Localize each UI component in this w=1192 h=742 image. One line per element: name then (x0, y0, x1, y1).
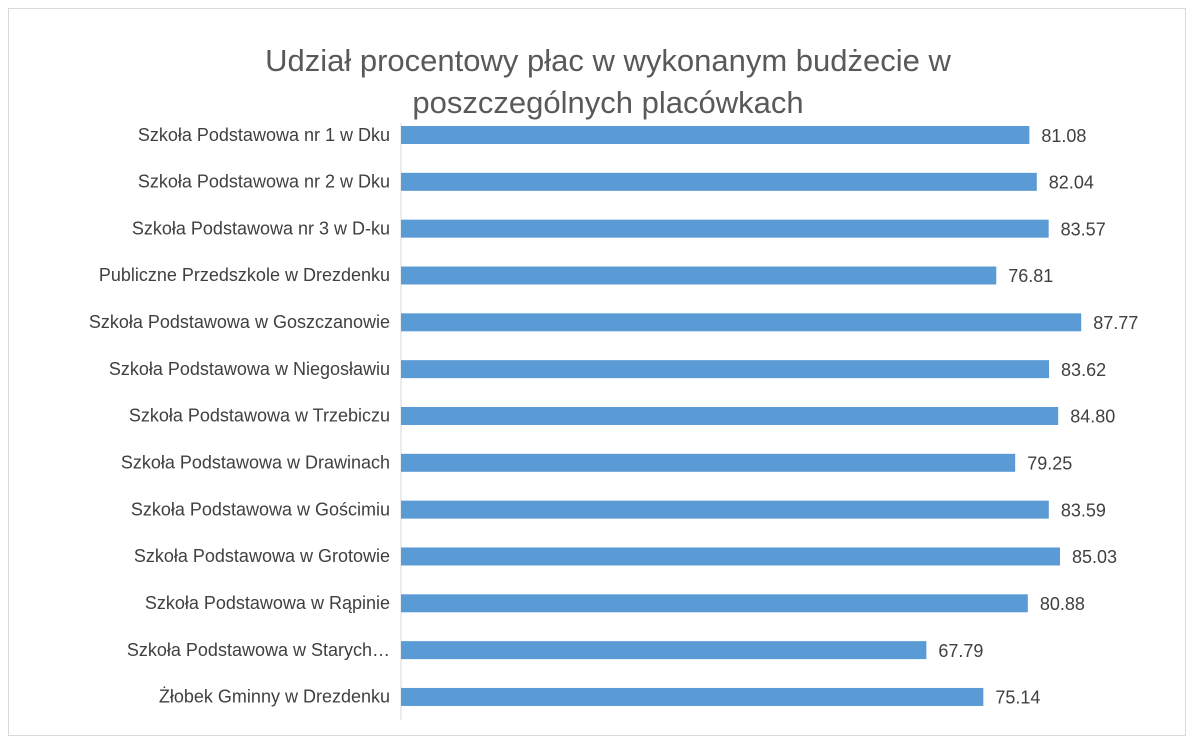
value-label: 87.77 (1093, 313, 1138, 333)
value-label: 83.57 (1061, 219, 1106, 239)
value-label: 79.25 (1027, 454, 1072, 474)
value-label: 83.62 (1061, 360, 1106, 380)
value-label: 85.03 (1072, 547, 1117, 567)
category-label: Szkoła Podstawowa w Goszczanowie (89, 312, 390, 332)
category-label: Szkoła Podstawowa w Trzebiczu (129, 406, 390, 426)
bar (401, 406, 1059, 425)
value-label: 83.59 (1061, 500, 1106, 520)
category-label: Szkoła Podstawowa nr 1 w Dku (138, 125, 390, 145)
bar (401, 594, 1028, 613)
category-label: Szkoła Podstawowa nr 2 w Dku (138, 172, 390, 192)
value-label: 84.80 (1070, 407, 1115, 427)
category-label: Żłobek Gminny w Drezdenku (159, 687, 390, 707)
value-label: 67.79 (938, 641, 983, 661)
category-label: Szkoła Podstawowa w Starych… (127, 640, 390, 660)
bar (401, 687, 984, 706)
bar (401, 641, 927, 660)
category-label: Szkoła Podstawowa w Gościmiu (131, 499, 390, 519)
value-label: 76.81 (1008, 266, 1053, 286)
category-label: Szkoła Podstawowa w Grotowie (134, 546, 390, 566)
bar (401, 360, 1050, 379)
bar (401, 453, 1016, 472)
category-label: Szkoła Podstawowa w Drawinach (121, 453, 390, 473)
bar (401, 172, 1037, 191)
category-label: Szkoła Podstawowa w Rąpinie (145, 593, 390, 613)
category-label: Szkoła Podstawowa w Niegosławiu (109, 359, 390, 379)
category-label: Szkoła Podstawowa nr 3 w D-ku (132, 218, 390, 238)
bar (401, 500, 1049, 519)
bar (401, 219, 1049, 238)
value-label: 81.08 (1041, 126, 1086, 146)
value-label: 80.88 (1040, 594, 1085, 614)
value-label: 75.14 (995, 688, 1040, 708)
bar (401, 547, 1060, 566)
value-label: 82.04 (1049, 173, 1094, 193)
bar (401, 126, 1030, 144)
chart-title: Udział procentowy płac w wykonanym budże… (265, 43, 951, 120)
bar (401, 313, 1082, 332)
category-label: Publiczne Przedszkole w Drezdenku (99, 265, 390, 285)
bar (401, 266, 997, 285)
